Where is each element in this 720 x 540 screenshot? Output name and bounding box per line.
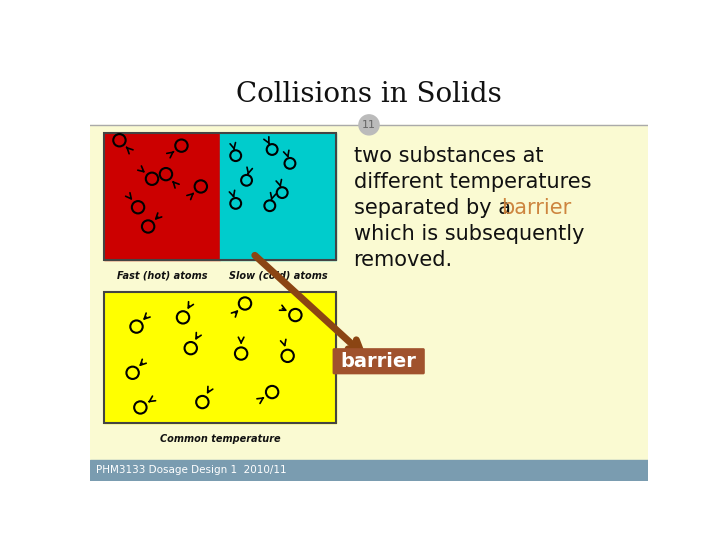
Text: Common temperature: Common temperature (160, 434, 281, 444)
FancyBboxPatch shape (333, 348, 425, 374)
Text: which is subsequently: which is subsequently (354, 224, 584, 244)
Bar (90, 125, 648, 460)
Bar (104, 292, 336, 423)
Text: 11: 11 (362, 120, 376, 130)
Text: Slow (cold) atoms: Slow (cold) atoms (229, 271, 328, 280)
Bar (104, 132, 220, 260)
Bar (104, 292, 336, 423)
Text: Collisions in Solids: Collisions in Solids (236, 80, 502, 107)
Text: barrier: barrier (341, 352, 417, 371)
Bar (90, 65, 648, 125)
Text: two substances at: two substances at (354, 146, 543, 166)
Bar (220, 132, 336, 260)
Bar (104, 132, 336, 260)
Text: Fast (hot) atoms: Fast (hot) atoms (117, 271, 207, 280)
Text: PHM3133 Dosage Design 1  2010/11: PHM3133 Dosage Design 1 2010/11 (96, 465, 287, 475)
Text: barrier: barrier (500, 198, 571, 218)
Text: separated by a: separated by a (354, 198, 517, 218)
Text: different temperatures: different temperatures (354, 172, 591, 192)
Bar (90, 460, 648, 481)
Text: removed.: removed. (354, 251, 453, 271)
Circle shape (359, 115, 379, 135)
